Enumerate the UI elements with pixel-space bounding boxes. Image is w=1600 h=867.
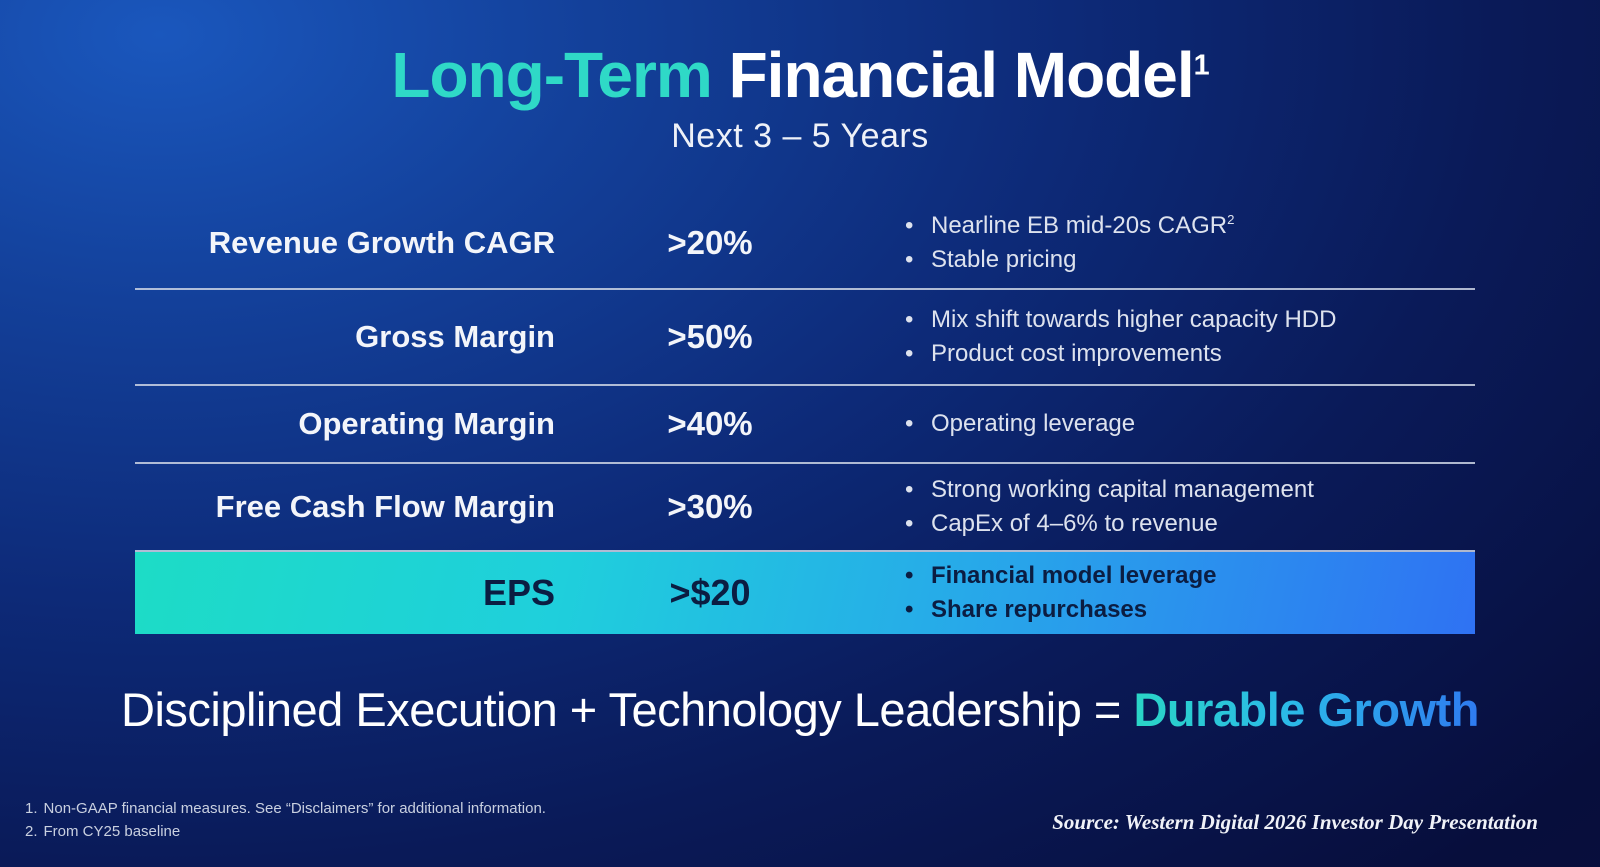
metric-value: >30% bbox=[667, 488, 753, 525]
bullet-icon: • bbox=[905, 410, 914, 438]
footnote-1: 1. Non-GAAP financial measures. See “Disc… bbox=[25, 798, 546, 821]
metric-value: >20% bbox=[667, 224, 753, 261]
bullet-icon: • bbox=[905, 306, 914, 334]
bullet-icon: • bbox=[905, 476, 914, 504]
bullet-icon: • bbox=[905, 510, 914, 537]
source-attribution: Source: Western Digital 2026 Investor Da… bbox=[1052, 810, 1538, 834]
metric-value: >$20 bbox=[669, 572, 751, 613]
footnotes: 1. Non-GAAP financial measures. See “Disc… bbox=[25, 798, 546, 843]
metric-label: Gross Margin bbox=[355, 319, 555, 354]
bullet-icon: • bbox=[905, 596, 914, 623]
title-rest: Financial Model bbox=[711, 39, 1195, 111]
financial-model-table: Revenue Growth CAGR >20% • Nearline EB mi… bbox=[135, 198, 1475, 634]
table-row-gross-margin: Gross Margin >50% • Mix shift towards hig… bbox=[135, 290, 1475, 386]
metric-notes: • Mix shift towards higher capacity HDD •… bbox=[865, 303, 1475, 370]
tagline-plain: Disciplined Execution + Technology Leade… bbox=[121, 683, 1134, 736]
metric-notes: • Financial model leverage • Share repurch… bbox=[865, 559, 1475, 626]
table-row-eps-highlighted: EPS >$20 • Financial model leverage • Shar… bbox=[135, 552, 1475, 634]
bullet-item: • Product cost improvements bbox=[905, 337, 1475, 371]
table-row-free-cash-flow: Free Cash Flow Margin >30% • Strong worki… bbox=[135, 464, 1475, 552]
bullet-item: • CapEx of 4–6% to revenue bbox=[905, 507, 1475, 541]
metric-value: >50% bbox=[667, 318, 753, 355]
bullet-item: • Share repurchases bbox=[905, 593, 1475, 627]
metric-label: EPS bbox=[482, 572, 555, 613]
tagline-highlight: Durable Growth bbox=[1133, 683, 1479, 736]
bullet-item: • Strong working capital management bbox=[905, 473, 1475, 507]
slide-subtitle: Next 3 – 5 Years bbox=[671, 117, 929, 156]
bullet-icon: • bbox=[905, 246, 914, 273]
slide-header: Long-Term Financial Model1 Next 3 – 5 Ye… bbox=[0, 39, 1600, 156]
metric-label: Operating Margin bbox=[298, 406, 555, 441]
bullet-item: • Nearline EB mid-20s CAGR2 bbox=[905, 209, 1475, 243]
footnote-2: 2. From CY25 baseline bbox=[25, 821, 546, 844]
tagline: Disciplined Execution + Technology Leade… bbox=[0, 682, 1600, 737]
bullet-item: • Operating leverage bbox=[905, 407, 1475, 441]
title-footnote-ref: 1 bbox=[1193, 49, 1210, 82]
footnote-text: From CY25 baseline bbox=[43, 822, 181, 840]
bullet-item: • Mix shift towards higher capacity HDD bbox=[905, 303, 1475, 337]
footnote-number: 1. bbox=[25, 800, 38, 817]
metric-notes: • Strong working capital management • CapE… bbox=[865, 473, 1475, 540]
bullet-item: • Financial model leverage bbox=[905, 559, 1475, 593]
bullet-icon: • bbox=[905, 562, 914, 590]
page-title: Long-Term Financial Model1 bbox=[0, 39, 1600, 111]
metric-notes: • Operating leverage bbox=[865, 407, 1475, 441]
table-row-operating-margin: Operating Margin >40% • Operating leverag… bbox=[135, 386, 1475, 464]
title-highlight: Long-Term bbox=[391, 39, 712, 111]
bullet-icon: • bbox=[905, 212, 914, 240]
metric-value: >40% bbox=[667, 405, 753, 442]
metric-label: Revenue Growth CAGR bbox=[208, 225, 555, 260]
footnote-number: 2. bbox=[25, 822, 38, 840]
footnote-ref: 2 bbox=[1227, 212, 1235, 228]
metric-notes: • Nearline EB mid-20s CAGR2 • Stable prici… bbox=[865, 209, 1475, 276]
metric-label: Free Cash Flow Margin bbox=[215, 489, 555, 524]
table-row-revenue-growth: Revenue Growth CAGR >20% • Nearline EB mi… bbox=[135, 198, 1475, 290]
bullet-icon: • bbox=[905, 340, 914, 367]
footnote-text: Non-GAAP financial measures. See “Discla… bbox=[43, 800, 546, 817]
bullet-item: • Stable pricing bbox=[905, 243, 1475, 277]
